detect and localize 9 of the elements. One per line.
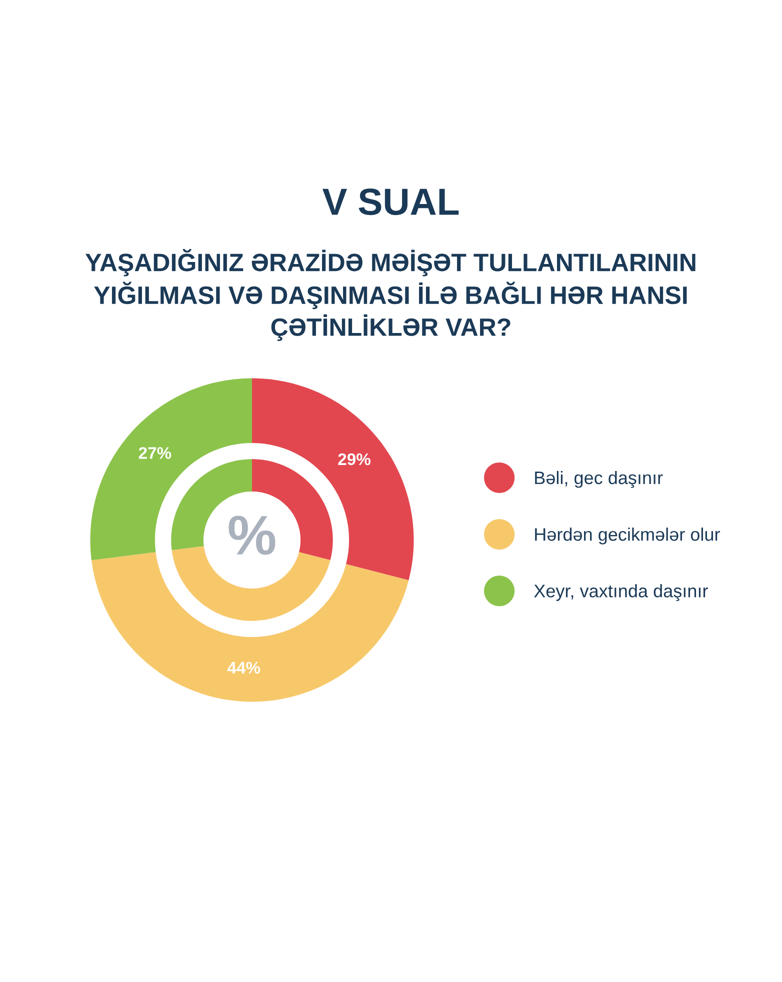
chart-subtitle: YAŞADIĞINIZ ƏRAZİDƏ MƏİŞƏT TULLANTILARININ YIĞILMASI VƏ DAŞINMASI İLƏ BAĞLI HƏR HANSI ÇƏTİNLİKLƏR VAR? bbox=[85, 249, 696, 341]
legend-label: Bəli, gec daşınır bbox=[535, 470, 663, 488]
data-label: 29% bbox=[338, 453, 370, 466]
data-label: 27% bbox=[138, 447, 172, 459]
legend-label: Xeyr, vaxtında daşınır bbox=[534, 584, 708, 602]
text: % bbox=[228, 516, 276, 555]
chart-title: V SUAL bbox=[322, 188, 459, 216]
data-label: 44% bbox=[227, 662, 260, 674]
legend-label: Hərdən gecikmələr olur bbox=[535, 528, 720, 544]
